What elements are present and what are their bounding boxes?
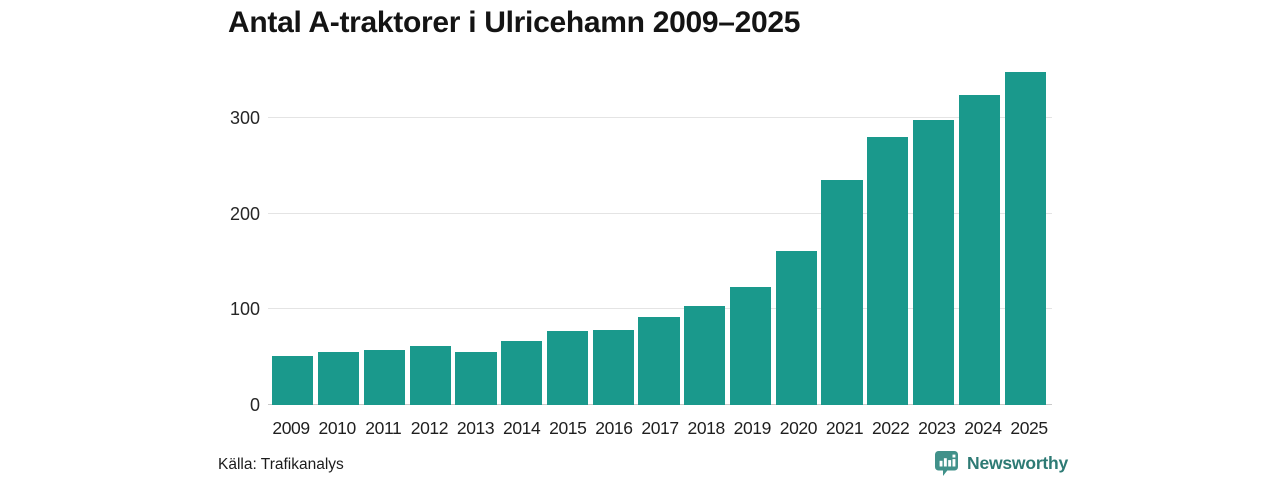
bar-slot-2020 xyxy=(773,70,819,405)
x-tick-label-2024: 2024 xyxy=(964,418,1002,438)
bar-2010 xyxy=(318,352,360,405)
x-tick-label-2009: 2009 xyxy=(272,418,310,438)
plot-area xyxy=(268,70,1052,405)
bar-slot-2014 xyxy=(499,70,545,405)
x-tick-label-2019: 2019 xyxy=(733,418,772,438)
x-tick-label-2014: 2014 xyxy=(503,418,541,438)
bar-slot-2021 xyxy=(819,70,865,405)
bar-2015 xyxy=(546,331,589,405)
bar-slot-2009 xyxy=(270,70,316,405)
source-note: Källa: Trafikanalys xyxy=(218,456,344,473)
bar-2021 xyxy=(821,180,863,405)
bar-slot-2015 xyxy=(545,70,591,405)
gridline-300 xyxy=(268,116,1052,118)
bar-slot-2011 xyxy=(362,70,408,405)
bar-2024 xyxy=(958,94,1000,405)
bar-slot-2022 xyxy=(865,70,911,405)
brand-footer: Newsworthy xyxy=(934,450,1068,477)
y-tick-label-200: 200 xyxy=(229,203,260,224)
bar-2023 xyxy=(913,119,955,405)
bar-2020 xyxy=(775,250,817,405)
x-tick-label-2011: 2011 xyxy=(365,418,402,438)
x-tick-label-2022: 2022 xyxy=(872,418,910,438)
bar-slot-2017 xyxy=(636,70,682,405)
x-axis-labels: 2009 2010 2011 2012 2013 2014 2015 2016 2017 2018… xyxy=(268,418,1052,439)
bar-2014 xyxy=(501,340,543,405)
bar-2012 xyxy=(409,345,451,405)
bar-2019 xyxy=(729,287,772,405)
bar-2018 xyxy=(684,306,726,405)
chart-title: Antal A-traktorer i Ulricehamn 2009–2025 xyxy=(228,6,801,39)
bar-slot-2018 xyxy=(682,70,728,405)
x-tick-label-2015: 2015 xyxy=(549,418,587,438)
y-tick-label-300: 300 xyxy=(229,107,260,128)
bar-slot-2012 xyxy=(407,70,453,405)
newsworthy-logo-icon xyxy=(935,451,958,476)
bar-slot-2023 xyxy=(911,70,957,405)
x-tick-label-2025: 2025 xyxy=(1010,418,1048,438)
bar-slot-2025 xyxy=(1002,70,1048,405)
x-tick-label-2018: 2018 xyxy=(687,418,726,438)
x-tick-label-2020: 2020 xyxy=(779,418,818,438)
bar-2011 xyxy=(363,350,405,405)
bar-2025 xyxy=(1004,71,1046,405)
bar-2009 xyxy=(272,356,314,405)
x-tick-label-2013: 2013 xyxy=(456,418,495,438)
bar-2017 xyxy=(638,316,680,405)
bar-slot-2010 xyxy=(316,70,362,405)
gridline-100 xyxy=(268,308,1052,310)
y-axis-labels: 0 100 200 300 xyxy=(0,70,260,415)
y-tick-label-100: 100 xyxy=(229,299,260,320)
bar-slot-2016 xyxy=(590,70,636,405)
x-tick-label-2016: 2016 xyxy=(595,418,633,438)
brand-name: Newsworthy xyxy=(967,453,1069,473)
x-tick-label-2021: 2021 xyxy=(825,418,864,438)
x-tick-label-2012: 2012 xyxy=(410,418,449,438)
x-tick-label-2023: 2023 xyxy=(918,418,956,438)
bar-2013 xyxy=(455,352,497,405)
bar-slot-2024 xyxy=(956,70,1002,405)
x-tick-label-2010: 2010 xyxy=(318,418,357,438)
gridline-200 xyxy=(268,212,1052,214)
bars-container xyxy=(270,70,1048,405)
x-tick-label-2017: 2017 xyxy=(641,418,679,438)
bar-2022 xyxy=(867,137,909,405)
bar-2016 xyxy=(592,330,634,405)
bar-slot-2019 xyxy=(728,70,774,405)
y-tick-label-0: 0 xyxy=(249,395,260,415)
bar-slot-2013 xyxy=(453,70,499,405)
